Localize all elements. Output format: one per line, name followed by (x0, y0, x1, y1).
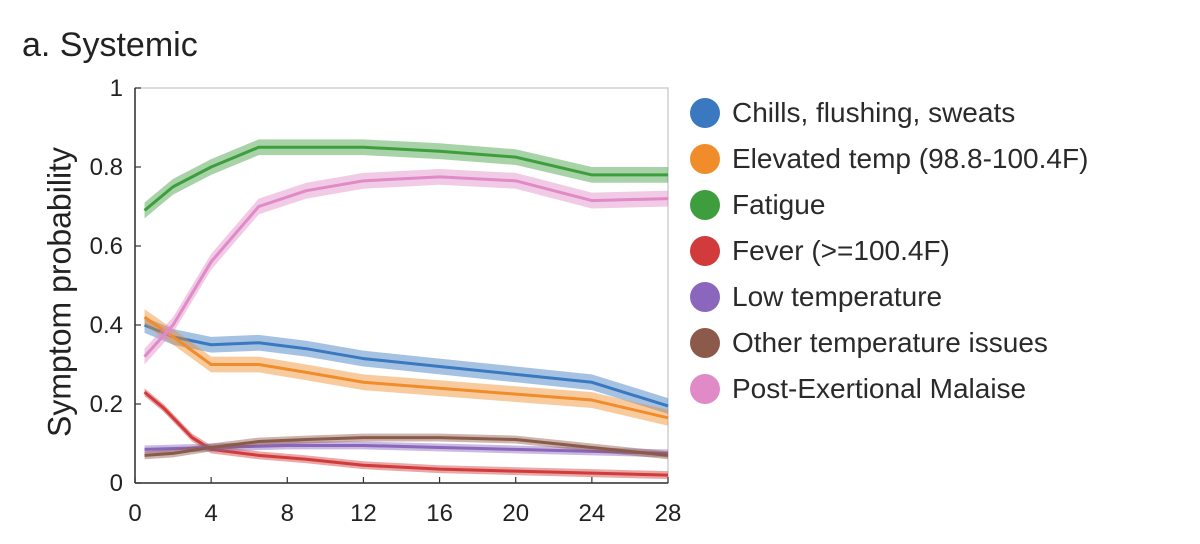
series-band-0 (144, 317, 669, 414)
legend-item: Elevated temp (98.8-100.4F) (690, 136, 1088, 182)
legend-item: Chills, flushing, sweats (690, 90, 1088, 136)
legend-label: Fever (>=100.4F) (732, 235, 950, 266)
legend-swatch (690, 144, 720, 174)
series-line-1 (143, 315, 669, 420)
x-tick-label: 20 (502, 500, 529, 527)
legend-swatch (690, 328, 720, 358)
y-tick-label: 1 (110, 75, 123, 102)
legend-swatch (690, 282, 720, 312)
legend-item: Low temperature (690, 274, 1088, 320)
series-line-6 (143, 175, 669, 358)
y-tick-label: 0.2 (90, 391, 123, 418)
legend-item: Other temperature issues (690, 320, 1088, 366)
x-tick-label: 4 (204, 500, 217, 527)
legend-swatch (690, 236, 720, 266)
y-tick-label: 0.6 (90, 233, 123, 260)
x-tick-label: 28 (655, 500, 682, 527)
x-tick-label: 16 (426, 500, 453, 527)
legend-item: Fever (>=100.4F) (690, 228, 1088, 274)
x-tick-label: 12 (350, 500, 377, 527)
legend-item: Post-Exertional Malaise (690, 366, 1088, 412)
legend-label: Fatigue (732, 189, 826, 220)
series-line-3 (143, 390, 669, 477)
y-tick-label: 0.4 (90, 312, 123, 339)
y-tick-label: 0 (110, 470, 123, 497)
legend-label: Chills, flushing, sweats (732, 97, 1016, 128)
legend-label: Elevated temp (98.8-100.4F) (732, 143, 1089, 174)
legend-item: Fatigue (690, 182, 1088, 228)
legend-label: Other temperature issues (732, 327, 1048, 358)
legend-label: Post-Exertional Malaise (732, 373, 1027, 404)
series-band-2 (144, 139, 669, 219)
x-tick-label: 8 (281, 500, 294, 527)
chart-legend: Chills, flushing, sweats Elevated temp (9… (690, 90, 1088, 412)
x-tick-label: 24 (579, 500, 606, 527)
series-line-2 (143, 145, 668, 212)
y-tick-label: 0.8 (90, 154, 123, 181)
legend-swatch (690, 98, 720, 128)
chart-title: a. Systemic (22, 26, 198, 64)
series-line-0 (143, 323, 669, 408)
legend-swatch (690, 374, 720, 404)
x-tick-label: 0 (128, 500, 141, 527)
legend-label: Low temperature (732, 281, 943, 312)
series-line-5 (144, 436, 669, 457)
series-band-6 (144, 168, 669, 365)
legend-swatch (690, 190, 720, 220)
